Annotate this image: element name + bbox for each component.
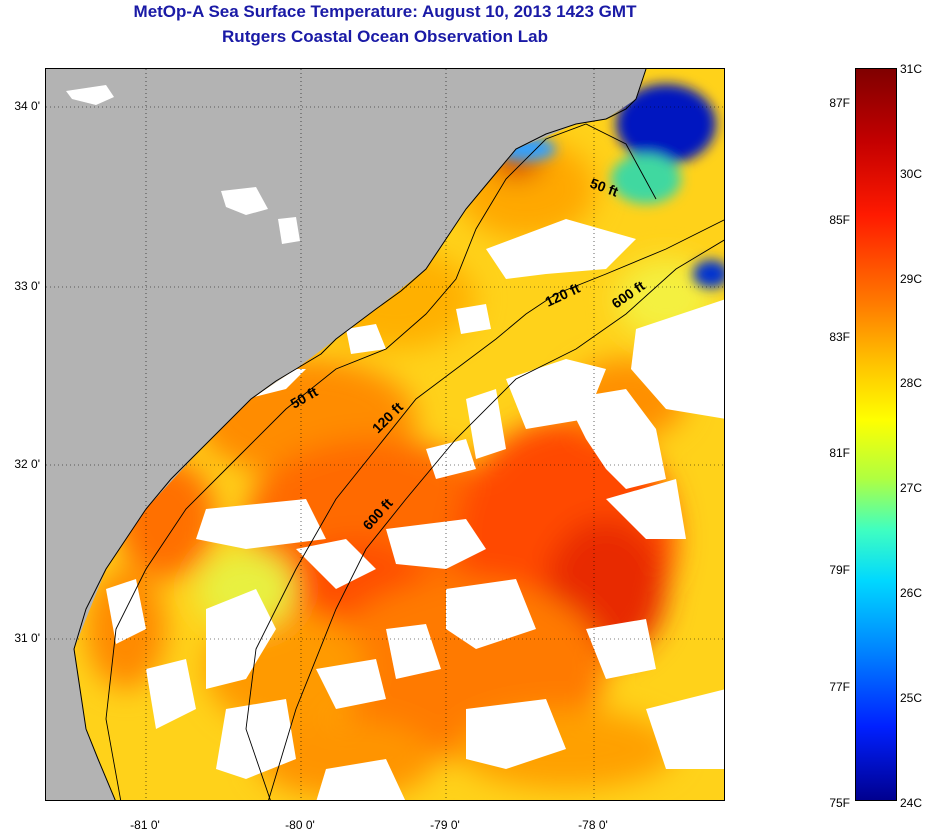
colorbar-tick-29c: 29C [900,272,923,286]
colorbar-tick-87f: 87F [829,96,850,110]
colorbar-tick-24c: 24C [900,796,923,810]
coastline [73,69,647,800]
colorbar-tick-79f: 79F [829,563,850,577]
cloud-mask [106,219,724,800]
temperature-colorbar [855,68,897,801]
sst-map-panel: 50 ft 50 ft 120 ft 120 ft 600 ft 600 ft [45,68,725,801]
colorbar-tick-26c: 26C [900,586,923,600]
colorbar-tick-83f: 83F [829,330,850,344]
lon-label-80: -80 0' [285,818,315,832]
colorbar-tick-28c: 28C [900,376,923,390]
sst-map: 50 ft 50 ft 120 ft 120 ft 600 ft 600 ft [46,69,724,800]
lat-label-31: 31 0' [14,631,40,645]
colorbar-tick-77f: 77F [829,680,850,694]
lon-label-81: -81 0' [130,818,160,832]
map-title: MetOp-A Sea Surface Temperature: August … [133,2,637,21]
lat-label-34: 34 0' [14,99,40,113]
colorbar-tick-30c: 30C [900,167,923,181]
isobath-600ft [268,239,724,800]
lat-label-32: 32 0' [14,457,40,471]
lon-label-79: -79 0' [430,818,460,832]
lat-label-33: 33 0' [14,279,40,293]
colorbar-tick-85f: 85F [829,213,850,227]
map-subtitle: Rutgers Coastal Ocean Observation Lab [222,27,548,46]
isobath-120ft [245,219,724,800]
colorbar-tick-25c: 25C [900,691,923,705]
inland-clouds [66,85,300,244]
colorbar-tick-81f: 81F [829,446,850,460]
colorbar-tick-75f: 75F [829,796,850,810]
colorbar-tick-27c: 27C [900,481,923,495]
map-grid [46,69,724,800]
isobath-50ft [105,123,657,800]
lon-label-78: -78 0' [578,818,608,832]
colorbar-tick-31c: 31C [900,62,923,76]
